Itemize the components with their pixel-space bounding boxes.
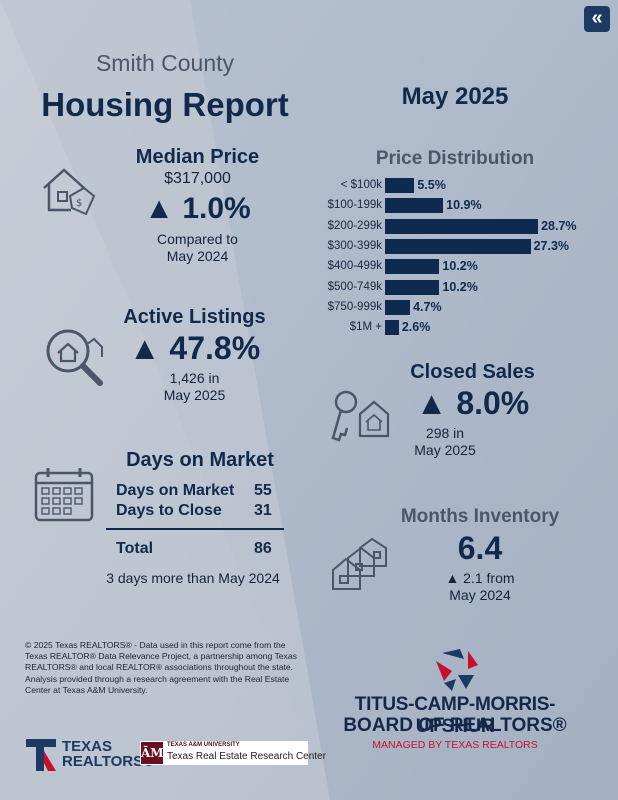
bar (385, 218, 539, 234)
median-price-heading: Median Price (135, 146, 260, 168)
bar-category-label: < $100k (340, 179, 382, 191)
active-listings-change: ▲ 47.8% (128, 330, 261, 366)
bar-category-label: $100-199k (327, 199, 382, 212)
bar-value-label: 28.7% (541, 218, 577, 233)
disclaimer-text: © 2025 Texas REALTORS® - Data used in th… (25, 640, 297, 695)
dtc-row-label: Days to Close (116, 502, 222, 519)
months-inventory-line1: ▲ 2.1 from (445, 570, 515, 586)
bar-category-label: $200-299k (327, 219, 382, 232)
median-price-value: $317,000 (164, 170, 231, 187)
board-name-line1: TITUS-CAMP-MORRIS-UPSHUR (354, 694, 556, 737)
active-listings-line2: May 2025 (163, 387, 226, 403)
bar-category-label: $500-749k (327, 280, 382, 293)
bar-value-label: 27.3% (533, 238, 570, 253)
tamu-mark: ĀM (141, 742, 164, 764)
board-name-line2: BOARD OF REALTORS® (343, 715, 567, 736)
bar (385, 320, 399, 336)
county-name: Smith County (95, 50, 235, 76)
bar-value-label: 5.5% (417, 178, 446, 192)
bar (385, 198, 444, 214)
median-price-change: ▲ 1.0% (144, 192, 251, 225)
active-listings-heading: Active Listings (123, 306, 266, 328)
months-inventory-heading: Months Inventory (400, 506, 560, 527)
chart-title: Price Distribution (375, 148, 535, 169)
texas-realtors-logo-icon (26, 739, 56, 771)
median-price-compare-line2: May 2024 (166, 248, 229, 264)
calendar-icon (34, 468, 94, 522)
houses-row-icon (332, 537, 387, 590)
bar (385, 299, 411, 315)
bar-category-label: $300-399k (327, 239, 382, 252)
bar-value-label: 4.7% (413, 299, 442, 314)
tamu-center-name: Texas Real Estate Research Center (167, 751, 326, 762)
bar-value-label: 2.6% (401, 320, 431, 335)
bar-category-label: $750-999k (327, 300, 382, 313)
magnifier-house-icon (46, 329, 103, 386)
days-on-market-note: 3 days more than May 2024 (106, 570, 280, 586)
closed-sales-heading: Closed Sales (410, 361, 535, 383)
svg-text:$: $ (76, 198, 82, 209)
bar (385, 238, 531, 254)
house-key-icon (331, 390, 390, 442)
tamu-logo-box (140, 741, 308, 765)
median-price-compare-line1: Compared to (157, 231, 238, 247)
bar-category-label: $1M + (349, 321, 382, 334)
months-inventory-line2: May 2024 (449, 587, 511, 603)
closed-sales-line1: 298 in (425, 425, 465, 441)
dtc-row-value: 31 (254, 502, 272, 519)
page-title: Housing Report (41, 86, 289, 123)
bar (385, 259, 440, 275)
bar (385, 178, 415, 193)
board-logo-icon (436, 649, 478, 691)
bar (385, 279, 440, 295)
house-price-tag-icon: $ (43, 168, 96, 216)
days-on-market-heading: Days on Market (126, 449, 274, 471)
total-divider (106, 528, 284, 530)
bar-value-label: 10.2% (442, 259, 478, 274)
closed-sales-change: ▲ 8.0% (415, 385, 530, 421)
dom-row-label: Days on Market (116, 482, 235, 499)
months-inventory-value: 6.4 (457, 530, 503, 566)
active-listings-line1: 1,426 in (169, 370, 220, 386)
total-label: Total (116, 540, 154, 557)
total-value: 86 (254, 540, 272, 557)
bar-value-label: 10.2% (442, 279, 478, 294)
texas-realtors-line1: TEXAS (62, 738, 113, 755)
board-managed-by: MANAGED BY TEXAS REALTORS (372, 739, 538, 751)
dom-row-value: 55 (254, 482, 272, 499)
report-period: May 2025 (401, 83, 509, 110)
texas-realtors-line2: REALTORS® (62, 753, 155, 770)
bar-category-label: $400-499k (327, 260, 382, 273)
closed-sales-line2: May 2025 (414, 442, 476, 458)
tamu-university-name: TEXAS A&M UNIVERSITY (167, 742, 240, 748)
bar-value-label: 10.9% (446, 198, 482, 213)
back-button[interactable]: « (584, 6, 610, 32)
